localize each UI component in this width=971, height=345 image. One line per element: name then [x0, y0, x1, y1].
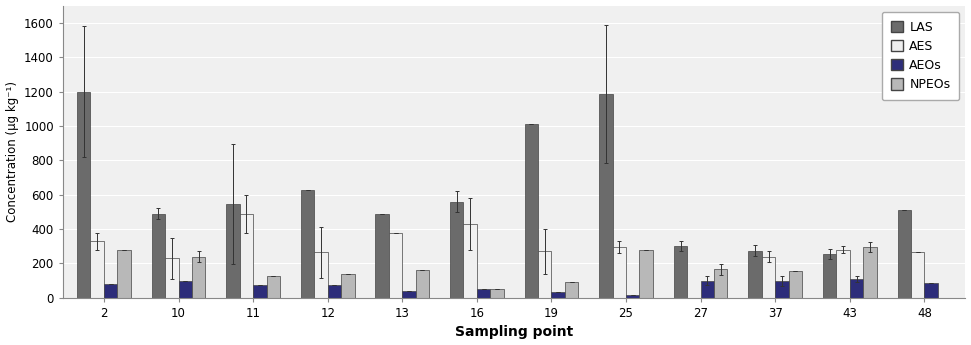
Bar [117, 250, 131, 298]
Bar [911, 252, 924, 298]
Bar [490, 289, 504, 298]
Bar [226, 204, 240, 298]
Bar [524, 124, 538, 298]
Bar [552, 292, 565, 298]
Bar [104, 284, 117, 298]
Bar [240, 214, 253, 298]
Bar [165, 258, 179, 298]
Bar [863, 247, 877, 298]
Bar [701, 281, 714, 298]
Bar [775, 281, 788, 298]
Bar [192, 257, 205, 298]
Bar [924, 283, 938, 298]
Bar [640, 250, 653, 298]
Legend: LAS, AES, AEOs, NPEOs: LAS, AES, AEOs, NPEOs [882, 12, 959, 100]
Bar [749, 250, 762, 298]
Bar [538, 252, 552, 298]
Bar [836, 250, 850, 298]
Bar [674, 246, 687, 298]
Bar [463, 224, 477, 298]
Bar [301, 189, 315, 298]
Bar [179, 281, 192, 298]
Bar [376, 214, 388, 298]
Bar [77, 91, 90, 298]
Bar [151, 214, 165, 298]
Bar [823, 254, 836, 298]
Bar [850, 279, 863, 298]
Bar [613, 247, 626, 298]
Bar [388, 233, 402, 298]
Bar [565, 282, 579, 298]
Bar [788, 271, 802, 298]
Bar [416, 270, 429, 298]
Bar [402, 291, 416, 298]
Bar [450, 201, 463, 298]
Bar [341, 274, 354, 298]
Bar [253, 285, 266, 298]
Bar [897, 210, 911, 298]
Bar [90, 241, 104, 298]
Y-axis label: Concentration (μg kg⁻¹): Concentration (μg kg⁻¹) [6, 81, 18, 222]
Bar [714, 269, 727, 298]
Bar [762, 257, 775, 298]
Bar [266, 276, 280, 298]
Bar [599, 94, 613, 298]
Bar [315, 252, 327, 298]
Bar [477, 289, 490, 298]
X-axis label: Sampling point: Sampling point [455, 325, 573, 339]
Bar [626, 295, 640, 298]
Bar [327, 285, 341, 298]
